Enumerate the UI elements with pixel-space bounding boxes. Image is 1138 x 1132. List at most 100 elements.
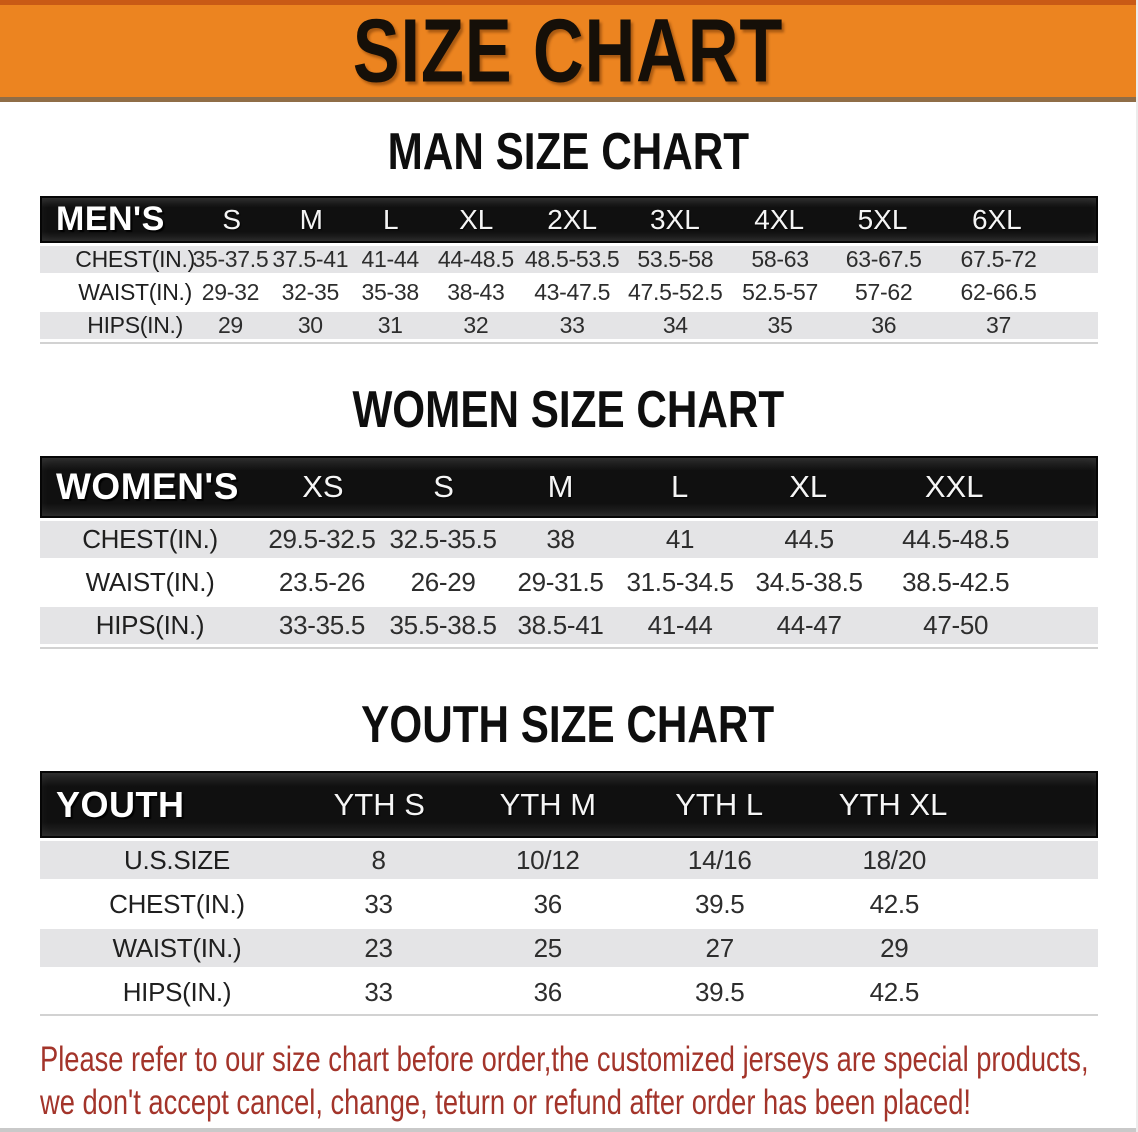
youth-cell-2-1: 25	[533, 932, 563, 963]
women-cell-0-1: 32.5-35.5	[389, 524, 497, 554]
women-cell-0-3: 41	[665, 524, 695, 554]
man-size-chart-heading: MAN SIZE CHART	[0, 123, 1136, 182]
youth-cell-0-0: 8	[371, 844, 386, 875]
men-size-column-6: 4XL	[754, 203, 805, 235]
women-row-label: HIPS(IN.)	[95, 610, 205, 640]
youth-data-row-2: WAIST(IN.) 23 25 27 29	[40, 926, 1098, 970]
order-policy-note: Please refer to our size chart before or…	[40, 1038, 1136, 1124]
youth-row-label: HIPS(IN.)	[122, 976, 232, 1007]
youth-cell-2-3: 29	[880, 932, 909, 963]
youth-header-row: YOUTH YTH S YTH M YTH L YTH XL	[40, 771, 1098, 838]
men-size-column-7: 5XL	[857, 203, 908, 235]
men-size-column-4: 2XL	[547, 203, 598, 235]
women-cell-1-3: 31.5-34.5	[626, 567, 734, 597]
youth-data-row-3: HIPS(IN.) 33 36 39.5 42.5	[40, 970, 1098, 1014]
men-row-label: HIPS(IN.)	[87, 312, 183, 338]
men-cell-1-4: 43-47.5	[534, 279, 611, 305]
men-size-column-5: 3XL	[649, 203, 700, 235]
men-cell-1-6: 52.5-57	[742, 279, 818, 305]
women-cell-1-4: 34.5-38.5	[755, 567, 863, 597]
men-cell-2-2: 31	[377, 312, 403, 338]
men-cell-0-8: 67.5-72	[960, 246, 1037, 272]
men-cell-1-5: 47.5-52.5	[628, 279, 723, 305]
men-cell-2-1: 30	[297, 312, 323, 338]
women-size-column-3: L	[671, 469, 689, 504]
women-data-row-0: CHEST(IN.) 29.5-32.5 32.5-35.5 38 41 44.5 44.5…	[40, 518, 1098, 561]
men-size-column-1: M	[299, 203, 323, 235]
men-cell-1-8: 62-66.5	[960, 279, 1037, 305]
youth-row-label: CHEST(IN.)	[109, 888, 245, 919]
men-cell-2-6: 35	[767, 312, 793, 338]
men-data-row-1: WAIST(IN.) 29-32 32-35 35-38 38-43 43-47.5 47.…	[40, 276, 1098, 309]
men-header-row: MEN'S S M L XL 2XL 3XL 4XL 5XL 6XL	[40, 196, 1098, 243]
men-data-row-2: HIPS(IN.) 29 30 31 32 33 34 35 36 37	[40, 309, 1098, 342]
men-cell-1-0: 29-32	[201, 279, 260, 305]
men-cell-1-2: 35-38	[361, 279, 420, 305]
men-cell-0-7: 63-67.5	[845, 246, 922, 272]
women-header-row: WOMEN'S XS S M L XL XXL	[40, 456, 1098, 518]
women-size-table: WOMEN'S XS S M L XL XXL CHEST(IN.) 29.5-32.5 32.5…	[40, 456, 1098, 649]
youth-cell-3-3: 42.5	[869, 976, 920, 1007]
youth-cell-3-0: 33	[364, 976, 393, 1007]
men-cell-1-7: 57-62	[855, 279, 913, 305]
women-cell-2-4: 44-47	[776, 610, 842, 640]
youth-size-column-3: YTH XL	[838, 786, 948, 822]
women-size-chart-heading-text: WOMEN SIZE CHART	[352, 381, 784, 440]
youth-cell-1-2: 39.5	[695, 888, 745, 919]
youth-data-row-0: U.S.SIZE 8 10/12 14/16 18/20	[40, 838, 1098, 882]
men-data-row-0: CHEST(IN.) 35-37.5 37.5-41 41-44 44-48.5 48.5…	[40, 243, 1098, 276]
women-group-label: WOMEN'S	[56, 466, 239, 507]
men-size-column-8: 6XL	[971, 203, 1022, 235]
men-cell-0-5: 53.5-58	[637, 246, 714, 272]
youth-cell-0-1: 10/12	[516, 844, 580, 875]
men-cell-0-1: 37.5-41	[272, 246, 349, 272]
youth-cell-1-3: 42.5	[869, 888, 920, 919]
youth-cell-0-2: 14/16	[687, 844, 752, 875]
women-row-label: WAIST(IN.)	[85, 567, 215, 597]
men-cell-2-0: 29	[217, 312, 243, 338]
banner: SIZE CHART	[0, 0, 1136, 102]
men-cell-1-1: 32-35	[281, 279, 340, 305]
women-cell-1-2: 29-31.5	[517, 567, 604, 597]
youth-size-chart-heading: YOUTH SIZE CHART	[0, 698, 1136, 753]
men-cell-0-4: 48.5-53.5	[524, 246, 620, 272]
women-data-row-2: HIPS(IN.) 33-35.5 35.5-38.5 38.5-41 41-44 44-…	[40, 604, 1098, 647]
youth-group-label: YOUTH	[56, 783, 185, 825]
men-row-label: WAIST(IN.)	[78, 279, 192, 305]
men-cell-2-4: 33	[559, 312, 585, 338]
men-size-table: MEN'S S M L XL 2XL 3XL 4XL 5XL 6XL CHEST(IN.) 35-37…	[40, 196, 1098, 344]
man-size-chart-heading-text: MAN SIZE CHART	[387, 123, 749, 182]
youth-cell-3-1: 36	[533, 976, 563, 1007]
women-size-chart-heading: WOMEN SIZE CHART	[0, 381, 1136, 440]
women-size-column-5: XXL	[924, 469, 984, 504]
men-cell-0-6: 58-63	[751, 246, 809, 272]
youth-cell-1-0: 33	[364, 888, 393, 919]
women-cell-2-0: 33-35.5	[278, 610, 365, 640]
women-cell-1-1: 26-29	[410, 567, 476, 597]
women-size-column-0: XS	[302, 469, 344, 504]
youth-row-label: U.S.SIZE	[123, 844, 230, 875]
women-cell-0-4: 44.5	[784, 524, 834, 554]
men-cell-0-0: 35-37.5	[192, 246, 269, 272]
banner-title: SIZE CHART	[352, 0, 784, 101]
men-row-label: CHEST(IN.)	[75, 246, 195, 272]
women-data-row-1: WAIST(IN.) 23.5-26 26-29 29-31.5 31.5-34.5 34…	[40, 561, 1098, 604]
women-size-column-2: M	[547, 469, 574, 504]
youth-size-column-2: YTH L	[675, 786, 764, 822]
men-cell-1-3: 38-43	[447, 279, 505, 305]
men-cell-2-5: 34	[662, 312, 688, 338]
order-policy-line-2: we don't accept cancel, change, teturn o…	[40, 1083, 971, 1122]
order-policy-line-1: Please refer to our size chart before or…	[40, 1040, 1089, 1079]
women-cell-2-1: 35.5-38.5	[389, 610, 497, 640]
women-cell-0-0: 29.5-32.5	[268, 524, 376, 554]
bottom-edge-line	[0, 1128, 1136, 1132]
youth-size-table: YOUTH YTH S YTH M YTH L YTH XL U.S.SIZE 8 10/12…	[40, 771, 1098, 1016]
youth-cell-3-2: 39.5	[695, 976, 745, 1007]
youth-cell-2-0: 23	[364, 932, 393, 963]
women-cell-1-5: 38.5-42.5	[902, 567, 1010, 597]
men-cell-2-7: 36	[871, 312, 897, 338]
women-cell-2-3: 41-44	[647, 610, 713, 640]
men-cell-0-3: 44-48.5	[437, 246, 514, 272]
youth-row-label: WAIST(IN.)	[112, 932, 242, 963]
